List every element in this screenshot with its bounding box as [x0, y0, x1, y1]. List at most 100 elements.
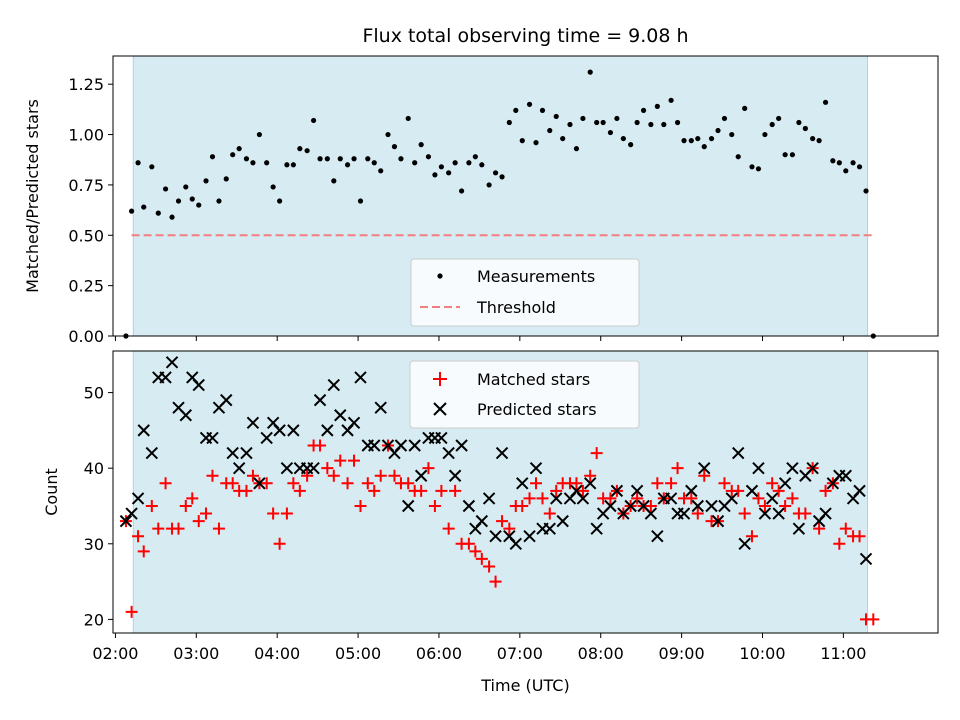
- matched-star-point: [718, 477, 731, 490]
- matched-stars-points: [119, 439, 880, 626]
- matched-star-point: [273, 537, 286, 550]
- legend-predicted-marker: [433, 402, 447, 416]
- measurement-point: [742, 105, 748, 111]
- measurement-point: [264, 160, 270, 166]
- top-y-tick-label: 0.75: [68, 176, 104, 195]
- measurement-point: [769, 121, 775, 128]
- measurement-point: [466, 160, 472, 166]
- measurement-point: [223, 176, 229, 182]
- matched-star-point: [402, 477, 415, 490]
- measurement-point: [256, 131, 262, 138]
- chart-title: Flux total observing time = 9.08 h: [362, 25, 688, 47]
- predicted-star-point: [220, 393, 233, 407]
- measurement-point: [209, 154, 216, 160]
- predicted-star-point: [145, 446, 159, 460]
- matched-star-point: [604, 492, 617, 505]
- matched-star-point: [179, 499, 192, 512]
- measurement-point: [802, 125, 808, 132]
- measurement-point: [317, 156, 323, 162]
- bottom-x-ticks: 02:00 03:00 04:00 05:00 06:00 07:00 08:00 09:00…: [92, 633, 866, 663]
- matched-star-point: [469, 545, 482, 558]
- measurement-point: [539, 107, 546, 113]
- predicted-star-point: [604, 499, 617, 513]
- predicted-star-point: [442, 446, 455, 460]
- matched-star-point: [536, 492, 549, 505]
- matched-star-point: [192, 515, 205, 528]
- bottom-y-tick-label: 40: [84, 459, 104, 478]
- predicted-star-point: [685, 484, 698, 498]
- predicted-star-point: [576, 492, 590, 505]
- bottom-y-tick-label: 30: [84, 535, 104, 554]
- measurement-point: [486, 182, 492, 188]
- measurement-point: [796, 119, 802, 126]
- predicted-star-point: [839, 469, 853, 482]
- bottom-legend: Matched stars Predicted stars: [409, 360, 640, 429]
- measurement-point: [183, 184, 189, 190]
- matched-star-point: [442, 522, 455, 535]
- matched-star-point: [758, 499, 771, 512]
- measurement-point: [668, 97, 674, 103]
- measurement-point: [371, 160, 377, 166]
- matched-star-point: [287, 477, 300, 490]
- matched-star-point: [388, 469, 401, 482]
- matched-star-point: [496, 515, 509, 528]
- measurement-point: [755, 166, 762, 172]
- measurement-point: [459, 188, 465, 194]
- top-y-tick-label: 0.00: [68, 327, 104, 346]
- measurement-point: [398, 156, 404, 162]
- measurement-point: [681, 138, 687, 144]
- matched-star-point: [631, 492, 644, 505]
- top-y-ticks: 0.00 0.25 0.50 0.75 1.00 1.25: [68, 75, 113, 346]
- matched-star-point: [483, 560, 496, 573]
- matched-star-point: [738, 507, 751, 520]
- matched-star-point: [321, 462, 334, 475]
- predicted-star-point: [489, 530, 502, 543]
- measurement-point: [351, 156, 357, 162]
- top-legend: Measurements Threshold: [410, 258, 640, 327]
- predicted-star-point: [786, 461, 799, 475]
- predicted-star-point: [482, 492, 496, 505]
- predicted-star-point: [334, 409, 347, 422]
- measurement-point: [129, 208, 135, 214]
- measurement-point: [640, 107, 647, 113]
- matched-star-point: [651, 477, 664, 490]
- predicted-star-point: [321, 424, 334, 437]
- matched-star-point: [293, 484, 306, 497]
- predicted-star-point: [232, 461, 246, 475]
- measurement-point: [324, 156, 330, 162]
- predicted-star-point: [313, 393, 327, 407]
- top-panel: 0.00 0.25 0.50 0.75 1.00 1.25 Flux total obse…: [23, 25, 939, 346]
- measurement-point: [277, 198, 283, 204]
- measurement-point: [405, 115, 411, 122]
- matched-star-point: [766, 477, 779, 490]
- predicted-star-point: [509, 537, 523, 550]
- predicted-star-point: [772, 507, 785, 520]
- predicted-star-point: [455, 439, 468, 452]
- matched-star-point: [685, 492, 698, 505]
- matched-star-point: [752, 492, 765, 505]
- predicted-star-point: [240, 446, 253, 460]
- matched-star-point: [145, 499, 158, 512]
- bottom-x-tick-label: 06:00: [416, 644, 462, 663]
- predicted-star-point: [394, 439, 408, 452]
- predicted-star-point: [125, 507, 138, 520]
- measurement-point: [149, 164, 155, 170]
- measurement-point: [695, 135, 701, 142]
- matched-star-point: [361, 477, 374, 490]
- predicted-star-point: [644, 507, 658, 520]
- predicted-star-point: [137, 424, 150, 437]
- legend-predicted-label: Predicted stars: [477, 400, 597, 419]
- measurement-point: [810, 135, 816, 142]
- predicted-star-point: [226, 446, 239, 460]
- predicted-star-point: [374, 401, 387, 414]
- matched-star-point: [314, 439, 327, 452]
- top-axes-frame: [112, 55, 939, 337]
- matched-star-point: [819, 484, 832, 497]
- top-y-tick-label: 0.50: [68, 226, 104, 245]
- matched-star-point: [462, 537, 475, 550]
- measurement-point: [715, 127, 721, 134]
- measurement-point: [196, 202, 202, 208]
- matched-star-point: [839, 522, 852, 535]
- measurement-point: [297, 146, 303, 152]
